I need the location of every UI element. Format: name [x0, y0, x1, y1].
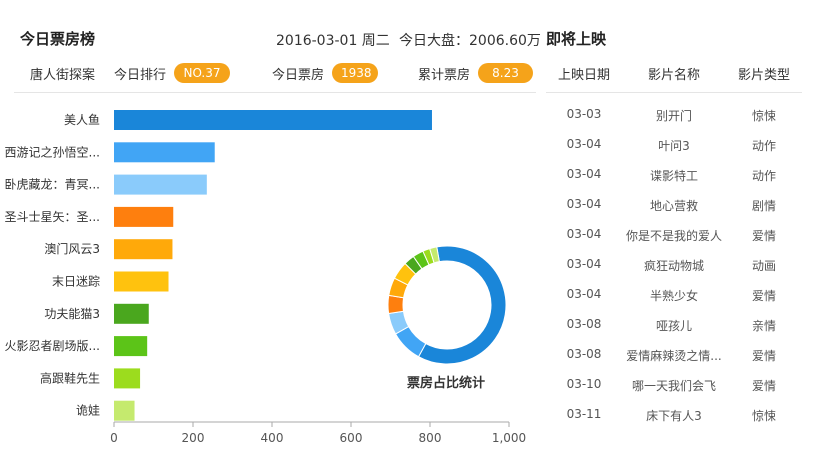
- table-row[interactable]: 03-08 爱情麻辣烫之情... 爱情: [546, 347, 802, 367]
- movie-name-cell: 你是不是我的爱人: [625, 229, 722, 243]
- movie-name-cell: 叶问3: [658, 139, 690, 153]
- x-tick-label: 0: [110, 431, 118, 445]
- category-label: 功夫能猫3: [44, 307, 100, 321]
- category-label: 西游记之孙悟空...: [5, 144, 100, 159]
- header-type: 影片类型: [737, 68, 790, 83]
- table-row[interactable]: 03-04 谍影特工 动作: [546, 167, 802, 187]
- genre-cell: 爱情: [751, 289, 776, 303]
- release-date-cell: 03-04: [566, 167, 602, 181]
- bar[interactable]: [114, 400, 135, 421]
- genre-cell: 惊悚: [751, 109, 776, 123]
- x-tick-label: 1,000: [492, 431, 526, 445]
- release-date-cell: 03-04: [566, 257, 602, 271]
- bar[interactable]: [114, 303, 149, 324]
- genre-cell: 剧情: [751, 199, 776, 213]
- donut-label: 票房占比统计: [407, 375, 485, 391]
- category-label: 火影忍者剧场版...: [5, 339, 100, 353]
- table-row[interactable]: 03-04 你是不是我的爱人 爱情: [546, 227, 802, 247]
- release-date-cell: 03-08: [566, 317, 602, 331]
- movie-name-cell: 哑孩儿: [655, 319, 692, 333]
- left-divider: [14, 92, 536, 93]
- share-donut: [387, 245, 507, 365]
- bar[interactable]: [114, 239, 173, 260]
- cumulative-label: 累计票房: [418, 68, 471, 83]
- genre-cell: 亲情: [751, 319, 776, 333]
- donut-slice[interactable]: [417, 245, 507, 365]
- genre-cell: 爱情: [751, 379, 776, 393]
- upcoming-title: 即将上映: [546, 30, 607, 48]
- category-label: 末日迷踪: [52, 275, 100, 289]
- upcoming-table: 上映日期 影片名称 影片类型 03-03 别开门 惊悚 03-04 叶问3 动作 03-04…: [546, 0, 802, 450]
- movie-name-cell: 地心营救: [649, 199, 698, 213]
- donut-slice[interactable]: [429, 246, 440, 264]
- movie-name: 唐人街探案: [30, 68, 96, 83]
- release-date-cell: 03-11: [566, 407, 602, 421]
- x-tick-label: 200: [182, 431, 205, 445]
- table-row[interactable]: 03-04 地心营救 剧情: [546, 197, 802, 217]
- movie-name-cell: 半熟少女: [649, 289, 698, 303]
- genre-cell: 动作: [751, 139, 776, 153]
- bar[interactable]: [114, 271, 169, 292]
- table-row[interactable]: 03-10 哪一天我们会飞 爱情: [546, 377, 802, 397]
- movie-name-cell: 别开门: [655, 109, 692, 123]
- release-date-cell: 03-04: [566, 227, 602, 241]
- bar[interactable]: [114, 174, 207, 195]
- bar[interactable]: [114, 336, 148, 357]
- movie-name-cell: 爱情麻辣烫之情...: [626, 349, 722, 363]
- header-date: 上映日期: [557, 68, 610, 83]
- bar[interactable]: [114, 110, 432, 130]
- category-label: 澳门风云3: [44, 241, 100, 256]
- rank-label: 今日排行: [114, 68, 167, 83]
- box-office-title: 今日票房榜: [20, 30, 96, 48]
- category-label: 圣斗士星矢：圣...: [5, 210, 100, 224]
- genre-cell: 爱情: [751, 349, 776, 363]
- table-row[interactable]: 03-04 半熟少女 爱情: [546, 287, 802, 307]
- donut-slice[interactable]: [387, 294, 405, 315]
- market-total-text: 今日大盘：2006.60万: [399, 33, 541, 49]
- x-tick-label: 600: [340, 431, 363, 445]
- x-tick-label: 800: [419, 431, 442, 445]
- rank-badge: NO.37: [174, 63, 230, 83]
- genre-cell: 动作: [751, 169, 776, 183]
- table-row[interactable]: 03-04 疯狂动物城 动画: [546, 257, 802, 277]
- movie-name-cell: 哪一天我们会飞: [631, 379, 716, 393]
- table-row[interactable]: 03-08 哑孩儿 亲情: [546, 317, 802, 337]
- bar[interactable]: [114, 142, 215, 163]
- genre-cell: 爱情: [751, 229, 776, 243]
- right-divider: [546, 92, 802, 93]
- bar[interactable]: [114, 206, 174, 227]
- category-label: 诡娃: [76, 404, 100, 418]
- movie-name-cell: 床下有人3: [646, 409, 702, 423]
- cumulative-badge: 8.23亿: [478, 63, 533, 100]
- release-date-cell: 03-04: [566, 287, 602, 301]
- x-axis: 0 200 400 600 800 1,000: [110, 421, 526, 445]
- release-date-cell: 03-10: [566, 377, 602, 391]
- release-date-cell: 03-04: [566, 197, 602, 211]
- table-row[interactable]: 03-11 床下有人3 惊悚: [546, 407, 802, 427]
- release-date-cell: 03-03: [566, 107, 602, 121]
- header-name: 影片名称: [647, 68, 700, 83]
- movie-name-cell: 谍影特工: [649, 169, 698, 183]
- genre-cell: 动画: [751, 259, 776, 273]
- bar[interactable]: [114, 368, 141, 389]
- date-text: 2016-03-01 周二: [276, 33, 390, 49]
- genre-cell: 惊悚: [751, 409, 776, 423]
- today-box-label: 今日票房: [272, 68, 325, 83]
- category-label: 美人鱼: [64, 113, 100, 127]
- table-row[interactable]: 03-03 别开门 惊悚: [546, 107, 802, 127]
- category-label: 卧虎藏龙：青冥...: [5, 178, 100, 192]
- today-box-badge: 1938: [332, 63, 378, 83]
- release-date-cell: 03-04: [566, 137, 602, 151]
- table-row[interactable]: 03-04 叶问3 动作: [546, 137, 802, 157]
- x-tick-label: 400: [261, 431, 284, 445]
- category-label: 高跟鞋先生: [40, 370, 100, 385]
- movie-name-cell: 疯狂动物城: [643, 259, 704, 273]
- release-date-cell: 03-08: [566, 347, 602, 361]
